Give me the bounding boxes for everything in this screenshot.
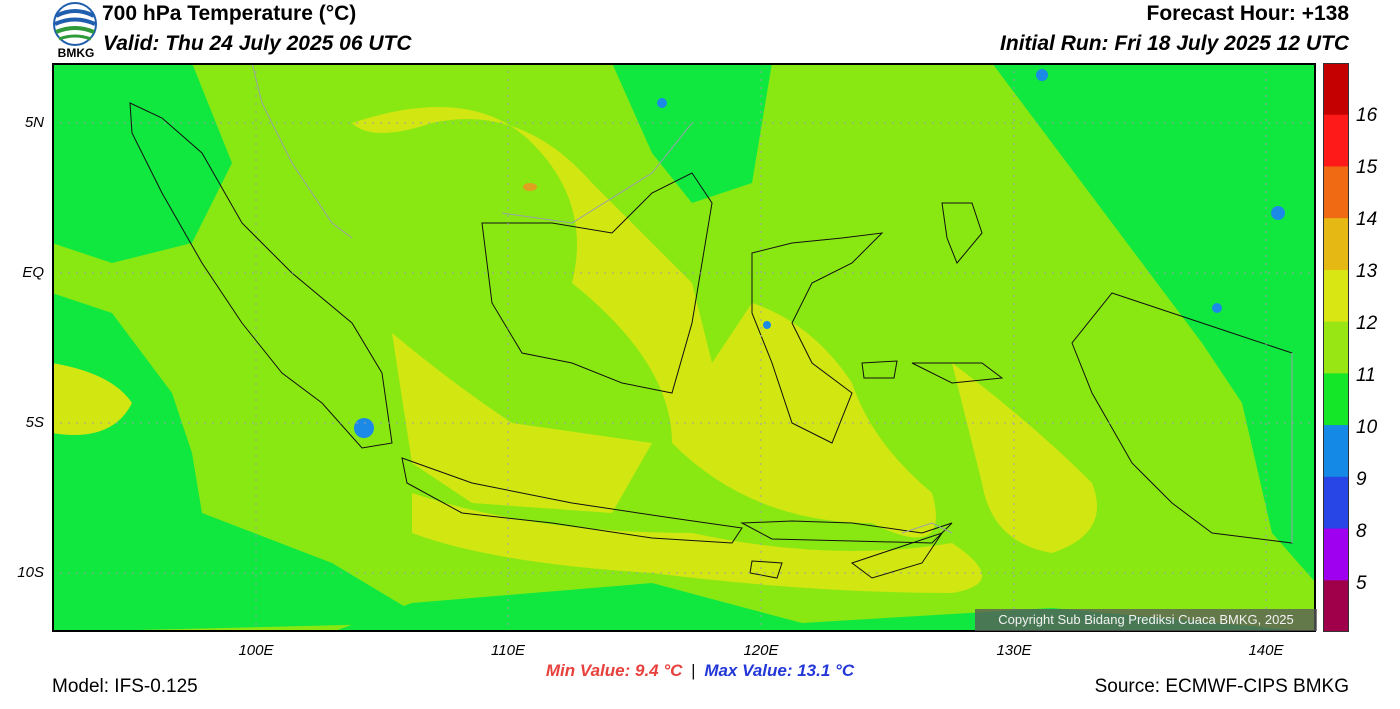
border-timor	[901, 522, 953, 534]
field-cold-spot	[657, 98, 667, 108]
colorbar-label-8: 8	[1356, 521, 1367, 542]
colorbar-label-13: 13	[1356, 261, 1378, 282]
coastline-seram	[911, 362, 1004, 384]
field-south-band	[412, 493, 982, 593]
map-frame	[52, 63, 1316, 632]
forecast-hour: Forecast Hour: +138	[1146, 2, 1350, 25]
field-cold-spot	[1271, 206, 1285, 220]
lon-label-100e: 100E	[238, 642, 274, 659]
field-north	[612, 63, 772, 203]
temperature-map	[52, 63, 1316, 632]
colorbar-segment	[1323, 425, 1349, 478]
colorbar	[1323, 63, 1349, 632]
coastline-sumba	[749, 560, 783, 579]
lon-label-110e: 110E	[491, 642, 525, 659]
bmkg-logo	[53, 2, 97, 46]
coastline-java	[401, 457, 743, 544]
coastline-sulawesi	[751, 232, 884, 444]
coastline-borneo	[481, 172, 713, 394]
field-northeast	[992, 63, 1316, 583]
colorbar-segment	[1323, 528, 1349, 581]
map-title: 700 hPa Temperature (°C)	[102, 2, 357, 25]
colorbar-label-12: 12	[1356, 313, 1378, 334]
colorbar-label-11: 11	[1356, 365, 1376, 386]
coastline-buru	[861, 360, 898, 379]
colorbar-frame	[1323, 63, 1349, 632]
colorbar-segment	[1323, 476, 1349, 530]
colorbar-label-16: 16	[1356, 105, 1378, 126]
field-cold-spot	[1212, 303, 1222, 313]
model-label: Model: IFS-0.125	[52, 676, 198, 697]
initial-run: Initial Run: Fri 18 July 2025 12 UTC	[1000, 32, 1349, 55]
field-west-ocean	[52, 293, 432, 632]
coastline-papua	[1071, 292, 1293, 544]
political-borders	[251, 63, 1293, 543]
field-west-patch	[52, 363, 132, 435]
colorbar-segment	[1323, 114, 1349, 167]
copyright-notice: Copyright Sub Bidang Prediksi Cuaca BMKG…	[975, 609, 1317, 631]
colorbar-label-15: 15	[1356, 157, 1378, 178]
colorbar-segment	[1323, 166, 1349, 219]
coastline-sumatra	[129, 102, 393, 449]
field-java-sea	[392, 333, 652, 513]
grid-lines	[52, 63, 1316, 632]
border-malay-peninsula	[251, 63, 353, 239]
field-center	[352, 107, 936, 538]
coastlines	[129, 102, 1293, 579]
colorbar-label-14: 14	[1356, 209, 1378, 230]
lat-label-5n: 5N	[24, 114, 44, 131]
field-pacific	[1152, 263, 1316, 483]
colorbar-segment	[1323, 373, 1349, 426]
lat-label-10s: 10S	[17, 564, 44, 581]
min-value: Min Value: 9.4 °C	[545, 661, 683, 680]
field-cold-spot	[354, 418, 374, 438]
valid-time: Valid: Thu 24 July 2025 06 UTC	[103, 32, 412, 55]
colorbar-segment	[1323, 63, 1349, 116]
coastline-halmahera	[941, 202, 983, 264]
warm-regions	[52, 107, 1097, 593]
max-value: Max Value: 13.1 °C	[704, 661, 855, 680]
field-cold-spot	[763, 321, 771, 329]
coastline-nusa-tenggara	[740, 520, 953, 544]
coastline-timor	[850, 532, 944, 579]
lon-label-140e: 140E	[1248, 642, 1284, 659]
lon-label-120e: 120E	[743, 642, 779, 659]
field-cold-spot	[1036, 69, 1048, 81]
bmkg-logo-text: BMKG	[57, 46, 95, 60]
colorbar-segment	[1323, 269, 1349, 323]
colorbar-label-9: 9	[1356, 469, 1367, 490]
field-warm-spot	[523, 183, 537, 191]
colorbar-segment	[1323, 580, 1349, 632]
lat-label-eq: EQ	[22, 264, 44, 281]
colorbar-segment	[1323, 321, 1349, 374]
field-east	[952, 363, 1097, 553]
source-label: Source: ECMWF-CIPS BMKG	[1094, 676, 1349, 697]
lat-label-5s: 5S	[25, 414, 44, 431]
min-max-summary: Min Value: 9.4 °C | Max Value: 13.1 °C	[0, 661, 1400, 681]
colorbar-segment	[1323, 218, 1349, 271]
colorbar-label-10: 10	[1356, 417, 1378, 438]
border-borneo	[501, 122, 693, 224]
colorbar-label-5: 5	[1356, 573, 1367, 594]
lon-label-130e: 130E	[996, 642, 1032, 659]
green-regions	[52, 63, 1316, 632]
min-max-separator: |	[691, 661, 696, 680]
cold-spots	[354, 69, 1285, 438]
field-northwest	[52, 63, 232, 263]
